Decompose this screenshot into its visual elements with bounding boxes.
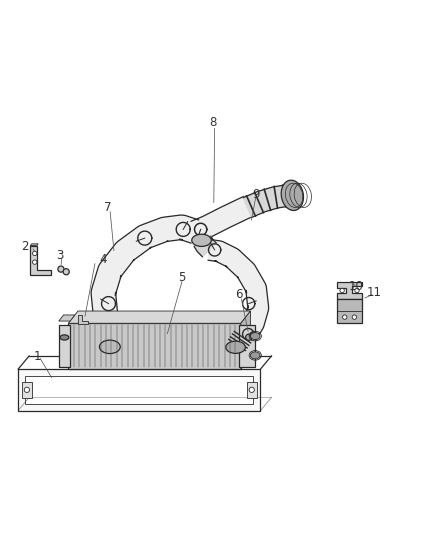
Circle shape [340, 288, 344, 293]
Text: 3: 3 [56, 249, 64, 262]
Polygon shape [91, 215, 199, 336]
Bar [59, 326, 70, 367]
Polygon shape [191, 196, 253, 242]
Circle shape [32, 260, 37, 264]
Bar [247, 382, 257, 398]
Circle shape [58, 266, 64, 272]
Polygon shape [25, 376, 254, 403]
Polygon shape [194, 236, 216, 257]
Text: 9: 9 [252, 188, 260, 201]
Ellipse shape [60, 335, 69, 340]
Text: 11: 11 [367, 286, 381, 299]
Circle shape [63, 269, 69, 275]
Circle shape [249, 387, 254, 392]
Polygon shape [243, 185, 290, 217]
Polygon shape [30, 246, 51, 275]
Ellipse shape [99, 340, 120, 353]
Text: 6: 6 [235, 288, 242, 301]
Polygon shape [208, 240, 268, 342]
Text: 1: 1 [34, 350, 42, 362]
Ellipse shape [251, 333, 260, 340]
Circle shape [246, 334, 252, 340]
Text: 10: 10 [349, 280, 364, 293]
Bar [68, 323, 241, 369]
Text: 5: 5 [178, 271, 186, 284]
Ellipse shape [281, 180, 304, 211]
Circle shape [32, 251, 37, 256]
Polygon shape [337, 299, 362, 323]
Ellipse shape [192, 234, 211, 246]
Text: 8: 8 [209, 116, 216, 129]
Polygon shape [59, 315, 75, 321]
Polygon shape [228, 331, 251, 351]
Polygon shape [78, 314, 88, 324]
Circle shape [352, 315, 357, 319]
Polygon shape [68, 311, 251, 323]
Text: 2: 2 [21, 240, 28, 253]
Ellipse shape [251, 352, 260, 359]
Text: 4: 4 [99, 254, 107, 266]
Polygon shape [337, 282, 362, 299]
Bar [21, 382, 32, 398]
Polygon shape [18, 369, 261, 410]
Circle shape [355, 288, 359, 293]
Circle shape [343, 315, 347, 319]
Polygon shape [30, 244, 38, 246]
Ellipse shape [226, 341, 245, 353]
Bar [239, 326, 255, 367]
Text: 7: 7 [104, 201, 111, 214]
Polygon shape [99, 330, 122, 347]
Polygon shape [241, 311, 251, 369]
Circle shape [24, 387, 29, 392]
Circle shape [250, 332, 256, 338]
